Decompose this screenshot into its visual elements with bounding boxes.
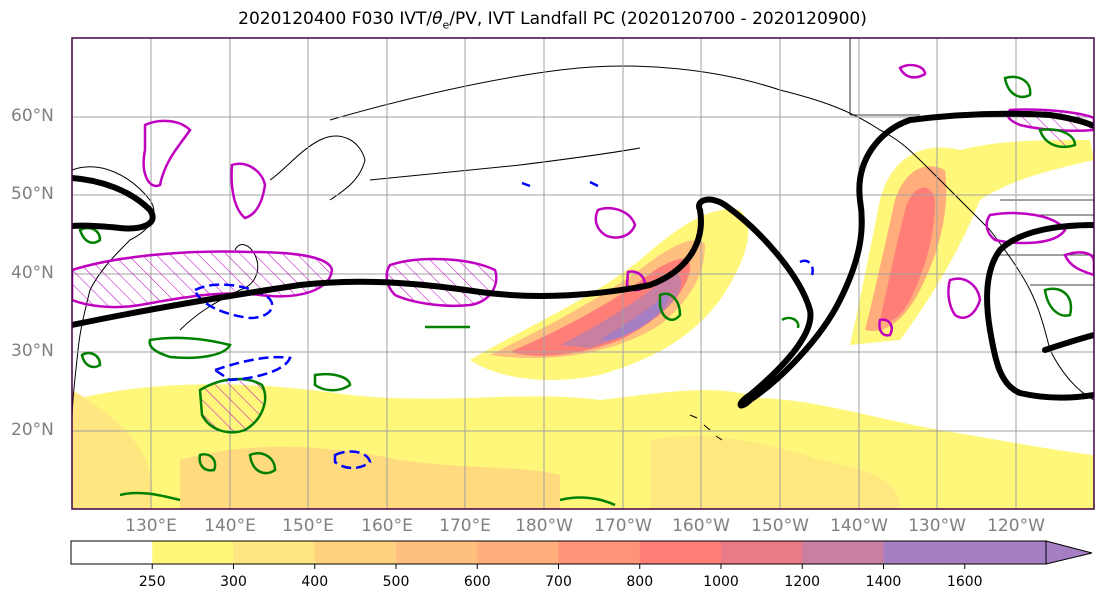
north-america-coast	[929, 169, 1094, 401]
ivt-west-patch	[72, 390, 153, 509]
theta-e-contours	[78, 75, 1077, 507]
colorbar-swatch	[396, 541, 478, 564]
ivt-pc-contours	[72, 110, 1094, 409]
lon-label: 160°W	[672, 516, 730, 536]
theta-e-contour-14	[781, 316, 800, 329]
theta-e-contour-13	[559, 496, 616, 507]
lat-label: 40°N	[11, 263, 54, 283]
lat-label: 30°N	[11, 341, 54, 361]
pv-negative-contours	[193, 180, 814, 470]
pv-contour-east	[1063, 251, 1094, 277]
theta-e-contour-4	[248, 452, 277, 475]
theta-e-contour-2	[148, 336, 232, 360]
lon-label: 170°E	[439, 516, 491, 536]
colorbar-swatch	[802, 541, 884, 564]
pv-negative-2	[212, 355, 292, 382]
ivt-main-ar-peak	[600, 292, 669, 341]
lon-label: 150°E	[282, 516, 334, 536]
colorbar-tick-label: 300	[220, 574, 247, 590]
ivt-main-ar-core	[560, 273, 682, 348]
ivt-pc-contour-se	[1042, 332, 1094, 353]
alaska-coast	[329, 65, 931, 171]
aleutian-chain	[369, 147, 641, 181]
political-borders	[849, 38, 1094, 286]
theta-e-contour-5	[198, 453, 217, 472]
colorbar-frame	[70, 540, 1047, 565]
colorbar-tick-label: 1200	[784, 574, 821, 590]
colorbar-tickmarks	[151, 564, 966, 569]
ivt-pc-contour-west	[72, 175, 156, 232]
colorbar-tick-label: 400	[301, 574, 329, 590]
theta-e-contour-7	[1003, 75, 1032, 99]
pv-negative-4	[799, 259, 814, 276]
map-frame	[71, 37, 1095, 510]
figure-title: 2020120400 F030 IVT/θe/PV, IVT Landfall …	[238, 9, 867, 32]
colorbar-swatches	[71, 541, 1047, 564]
lon-label: 150°W	[751, 516, 809, 536]
pv-contour-north	[385, 257, 498, 308]
colorbar-swatch	[233, 541, 316, 564]
lat-label: 60°N	[11, 106, 54, 126]
colorbar-swatch	[721, 541, 803, 564]
lon-label: 130°W	[908, 516, 966, 536]
lon-label: 180°W	[515, 516, 573, 536]
pv-contour-coast-2	[985, 211, 1067, 245]
lat-label: 20°N	[11, 420, 54, 440]
pv-contour-ar-1	[594, 206, 637, 239]
pv-contour-japan	[72, 250, 334, 309]
colorbar-tick-label: 800	[626, 574, 654, 590]
colorbar-swatch	[639, 541, 722, 564]
pv-negative-3	[333, 450, 372, 470]
colorbar-swatch	[477, 541, 559, 564]
kamchatka-coast	[269, 135, 366, 201]
pv-negative-5	[521, 180, 599, 188]
colorbar-swatch	[152, 541, 234, 564]
pv-contour-coast-1	[947, 277, 982, 319]
colorbar-swatch	[71, 541, 153, 564]
ivt-pc-contour-main	[72, 110, 1094, 409]
lon-label: 160°E	[361, 516, 413, 536]
colorbar-swatch	[964, 541, 1047, 564]
colorbar-swatch	[558, 541, 641, 564]
lon-label: 140°W	[830, 516, 888, 536]
lon-label: 120°W	[987, 516, 1045, 536]
theta-e-contour-15	[80, 351, 102, 369]
ivt-pc-contour-east	[984, 222, 1094, 401]
map-panel	[71, 37, 1095, 510]
pv-contour-small	[878, 318, 893, 337]
colorbar-tick-label: 600	[463, 574, 491, 590]
colorbar-tick-label: 500	[382, 574, 410, 590]
lat-label: 50°N	[11, 184, 54, 204]
pv-contour-west-1	[142, 119, 192, 188]
theta-e-contour-12	[119, 491, 181, 502]
pv-contour-west-2	[230, 162, 267, 220]
coastlines	[72, 65, 1094, 441]
colorbar-tick-label: 1400	[865, 574, 902, 590]
colorbar-tick-label: 1600	[946, 574, 983, 590]
colorbar-tick-label: 700	[545, 574, 572, 590]
pv-negative-1	[193, 283, 274, 320]
colorbar-tick-label: 250	[138, 574, 166, 590]
ivt-coastal-ar-red	[880, 187, 935, 322]
lon-label: 170°W	[594, 516, 652, 536]
colorbar-tick-label: 1000	[703, 574, 739, 590]
hawaii-islands	[689, 414, 723, 441]
theta-e-contour-8	[1038, 128, 1077, 149]
theta-e-contour-3	[313, 373, 352, 392]
lon-label: 140°E	[204, 516, 256, 536]
colorbar-swatch	[883, 541, 966, 564]
theta-e-contour-6	[658, 292, 682, 321]
lon-label: 130°E	[125, 516, 177, 536]
colorbar-swatch	[314, 541, 397, 564]
colorbar-extend-arrow	[1045, 540, 1093, 565]
ivt-southern-orange-2	[650, 436, 900, 509]
pv-contours	[72, 63, 1094, 337]
pv-contour-nn	[898, 63, 927, 79]
theta-e-contour-9	[1043, 287, 1073, 317]
